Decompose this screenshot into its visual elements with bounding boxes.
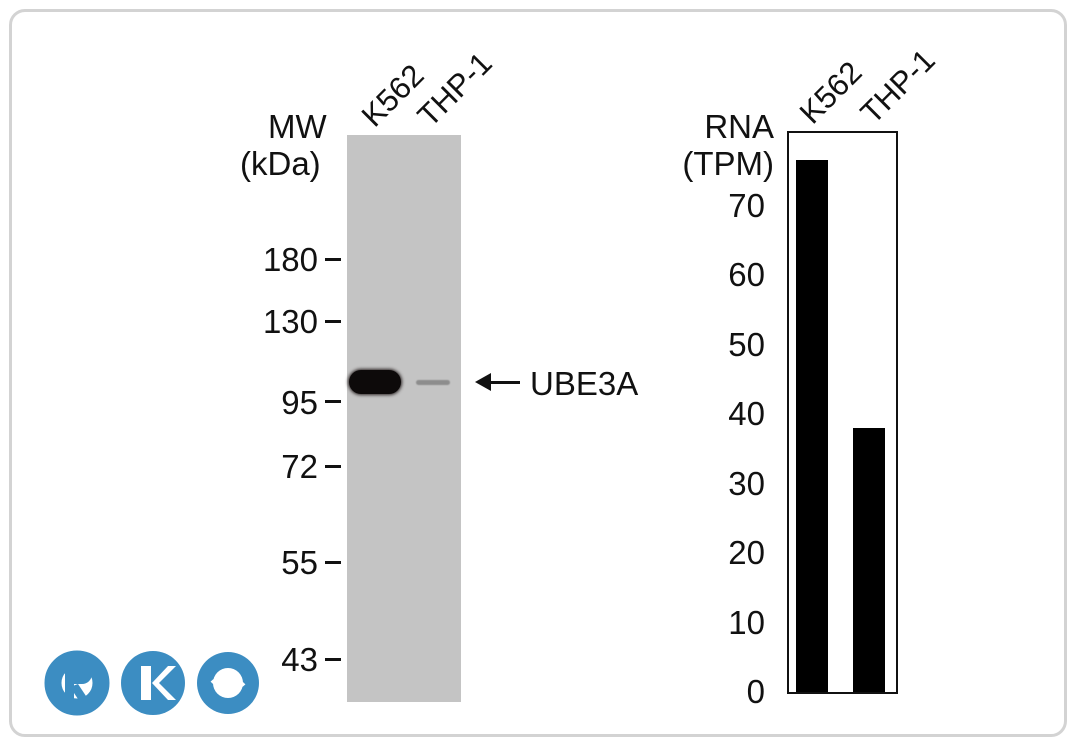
rna-bar-thp1 — [853, 427, 885, 692]
kda-label: (kDa) — [240, 145, 321, 182]
mw-tick-43 — [325, 658, 341, 661]
mw-tick-130 — [325, 320, 341, 323]
blot-membrane — [347, 135, 461, 702]
mw-marker-130: 130 — [262, 303, 318, 340]
figure-card — [9, 9, 1067, 737]
mw-tick-95 — [325, 400, 341, 403]
rko-logo — [44, 650, 260, 721]
target-arrow-shaft — [480, 381, 520, 384]
mw-marker-55: 55 — [281, 544, 318, 581]
mw-tick-72 — [325, 465, 341, 468]
rna-y-tick-10: 10 — [728, 603, 765, 641]
rna-y-tick-0: 0 — [746, 673, 765, 710]
rna-y-tick-60: 60 — [728, 256, 765, 293]
mw-marker-43: 43 — [281, 641, 318, 678]
rna-y-tick-50: 50 — [728, 325, 765, 363]
rna-bar-k562 — [796, 160, 828, 692]
rna-y-tick-30: 30 — [728, 464, 765, 502]
mw-tick-180 — [325, 258, 341, 261]
mw-tick-55 — [325, 561, 341, 564]
mw-label: MW — [268, 108, 327, 145]
mw-marker-95: 95 — [281, 384, 318, 421]
rna-y-tick-70: 70 — [728, 186, 765, 224]
mw-marker-72: 72 — [281, 448, 318, 485]
tpm-label: (TPM) — [682, 145, 774, 182]
rna-chart-frame — [787, 131, 898, 694]
mw-marker-180: 180 — [262, 241, 318, 278]
rna-y-tick-20: 20 — [728, 534, 765, 571]
target-label: UBE3A — [530, 365, 639, 402]
band-k562 — [349, 370, 401, 394]
band-thp1 — [416, 380, 450, 385]
rna-y-tick-40: 40 — [728, 395, 765, 432]
rko-logo-mark — [44, 650, 259, 716]
rna-label: RNA — [704, 108, 774, 145]
